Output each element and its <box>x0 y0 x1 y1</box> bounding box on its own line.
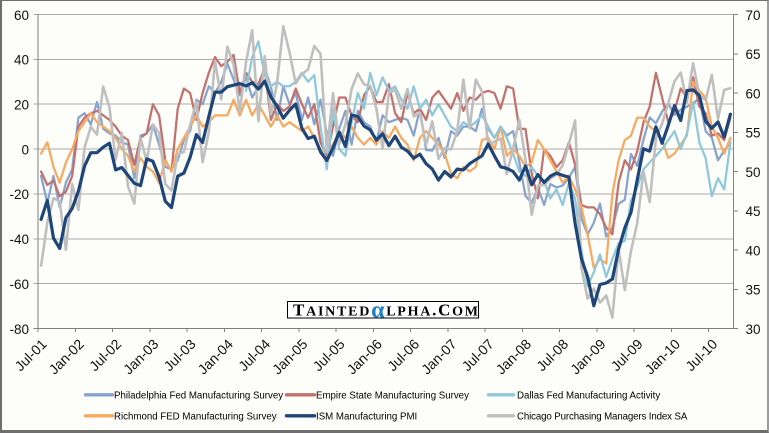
svg-text:70: 70 <box>746 8 761 23</box>
svg-text:60: 60 <box>14 8 29 23</box>
svg-text:-80: -80 <box>9 322 29 337</box>
svg-text:55: 55 <box>746 126 761 141</box>
svg-text:Jul-06: Jul-06 <box>384 336 422 374</box>
svg-text:65: 65 <box>746 47 761 62</box>
svg-text:Jan-09: Jan-09 <box>567 336 609 378</box>
svg-text:Jul-08: Jul-08 <box>533 336 571 374</box>
svg-text:Jul-01: Jul-01 <box>11 336 49 374</box>
svg-text:Jan-08: Jan-08 <box>493 336 535 378</box>
svg-text:60: 60 <box>746 86 761 101</box>
svg-text:35: 35 <box>746 283 761 298</box>
svg-text:Jan-04: Jan-04 <box>194 336 236 378</box>
svg-text:Jul-03: Jul-03 <box>160 336 198 374</box>
svg-text:Jan-05: Jan-05 <box>269 336 311 378</box>
svg-text:20: 20 <box>14 98 29 113</box>
svg-text:Jul-10: Jul-10 <box>682 336 720 374</box>
svg-text:-40: -40 <box>9 232 29 247</box>
svg-text:45: 45 <box>746 204 761 219</box>
svg-text:40: 40 <box>14 53 29 68</box>
svg-text:Jan-07: Jan-07 <box>418 336 460 378</box>
svg-text:Jul-07: Jul-07 <box>459 336 497 374</box>
svg-text:Dallas Fed Manufacturing Activ: Dallas Fed Manufacturing Activity <box>517 390 660 401</box>
svg-text:40: 40 <box>746 243 761 258</box>
svg-text:Chicago Purchasing Managers In: Chicago Purchasing Managers Index SA <box>517 411 688 422</box>
svg-text:Jul-04: Jul-04 <box>235 336 273 374</box>
svg-text:Jul-02: Jul-02 <box>86 336 124 374</box>
svg-text:-20: -20 <box>9 187 29 202</box>
svg-text:Philadelphia Fed Manufacturing: Philadelphia Fed Manufacturing Survey <box>114 390 283 401</box>
svg-text:Jul-05: Jul-05 <box>310 336 348 374</box>
svg-text:0: 0 <box>21 142 29 157</box>
svg-text:ISM Manufacturing PMI: ISM Manufacturing PMI <box>316 411 417 422</box>
svg-text:30: 30 <box>746 322 761 337</box>
svg-text:Jan-10: Jan-10 <box>642 336 684 378</box>
svg-text:Jan-03: Jan-03 <box>120 336 162 378</box>
svg-text:Jan-02: Jan-02 <box>45 336 87 378</box>
svg-text:Richmond FED Manufacturing Sur: Richmond FED Manufacturing Survey <box>114 411 277 422</box>
svg-text:Jan-06: Jan-06 <box>343 336 385 378</box>
svg-text:Empire State Manufacturing Sur: Empire State Manufacturing Survey <box>316 390 469 401</box>
svg-text:50: 50 <box>746 165 761 180</box>
svg-text:Jul-09: Jul-09 <box>608 336 646 374</box>
svg-text:-60: -60 <box>9 277 29 292</box>
